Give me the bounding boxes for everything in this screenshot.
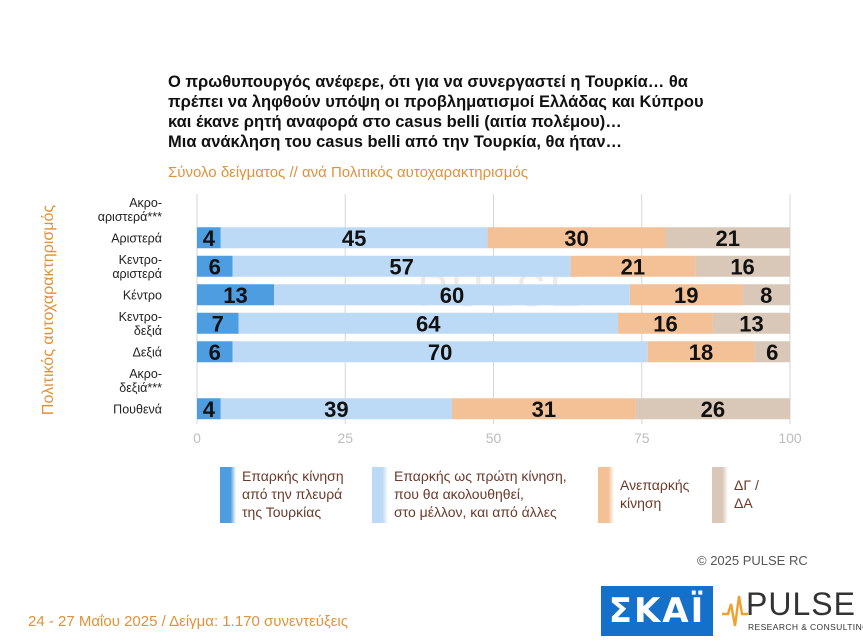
bar-segment	[712, 312, 790, 334]
data-label: 6	[766, 340, 778, 365]
title-line: πρέπει να ληφθούν υπόψη οι προβληματισμο…	[168, 93, 704, 111]
title-line: Μια ανάκληση του casus belli από την Του…	[168, 133, 622, 151]
x-tick-label: 25	[337, 430, 353, 446]
category-label: Πουθενά	[113, 402, 162, 416]
bar-segment	[629, 284, 743, 306]
bar-segment	[570, 255, 696, 277]
legend-swatch	[220, 467, 236, 523]
data-label: 13	[223, 283, 247, 308]
data-label: 6	[209, 340, 221, 365]
bar-segment	[232, 255, 571, 277]
category-label: Κεντρο-	[119, 310, 162, 324]
data-label: 13	[739, 311, 763, 336]
data-label: 64	[416, 311, 441, 336]
category-label: δεξιά	[134, 324, 162, 338]
legend-label-line: Επαρκής ως πρώτη κίνηση,	[394, 468, 567, 484]
chart-title: Ο πρωθυπουργός ανέφερε, ότι για να συνερ…	[168, 72, 808, 152]
category-label: Δεξιά	[132, 345, 162, 359]
legend-label-line: ΔΑ	[734, 495, 753, 511]
category-label: δεξιά***	[119, 381, 162, 395]
bar-segment	[197, 398, 221, 420]
x-tick-label: 50	[486, 430, 502, 446]
legend-label-line: που θα ακολουθηθεί,	[394, 486, 524, 502]
bar-segment	[635, 398, 790, 420]
data-label: 4	[203, 226, 216, 251]
legend-label-line: της Τουρκίας	[242, 504, 322, 520]
bar-segment	[618, 312, 713, 334]
data-label: 57	[389, 254, 413, 279]
data-label: 21	[715, 226, 739, 251]
legend-swatch	[598, 467, 614, 523]
bar-segment	[197, 312, 239, 334]
legend-label-line: Ανεπαρκής	[620, 477, 690, 493]
bar-segment	[742, 284, 790, 306]
bar-segment	[197, 227, 221, 249]
legend-item-first-step: Επαρκής ως πρώτη κίνηση, που θα ακολουθη…	[372, 467, 567, 523]
category-label: Κεντρο-	[119, 253, 162, 267]
category-label: Ακρο-	[129, 196, 162, 210]
data-label: 7	[212, 311, 224, 336]
category-label: Κέντρο	[123, 288, 162, 302]
bar-segment	[238, 312, 619, 334]
legend-item-dk-na: ΔΓ / ΔΑ	[712, 467, 759, 523]
category-label: αριστερά***	[98, 210, 162, 224]
title-line: και έκανε ρητή αναφορά στο casus belli (…	[168, 113, 622, 131]
bar-segment	[197, 255, 233, 277]
legend-swatch	[372, 467, 388, 523]
bar-segment	[665, 227, 790, 249]
x-tick-label: 0	[193, 430, 201, 446]
bar-segment	[274, 284, 630, 306]
data-label: 16	[653, 311, 677, 336]
data-label: 31	[532, 397, 556, 422]
data-label: 4	[203, 397, 216, 422]
category-label: αριστερά	[112, 267, 162, 281]
legend-label-line: στο μέλλον, και από άλλες	[394, 504, 557, 520]
data-label: 18	[689, 340, 713, 365]
skai-logo: ΣΚΑΪ	[601, 586, 713, 636]
bar-segment	[197, 341, 233, 363]
x-tick-label: 75	[634, 430, 650, 446]
fieldwork-info: 24 - 27 Μαΐου 2025 / Δείγμα: 1.170 συνεν…	[28, 613, 348, 630]
data-label: 70	[428, 340, 452, 365]
bar-segment	[232, 341, 648, 363]
data-label: 21	[621, 254, 645, 279]
legend-item-turkey-sufficient: Επαρκής κίνηση από την πλευρά της Τουρκί…	[220, 467, 344, 523]
bar-segment	[487, 227, 666, 249]
bar-segment	[197, 284, 275, 306]
legend-item-insufficient: Ανεπαρκής κίνηση	[598, 467, 689, 523]
pulse-logo-word: PULSE	[746, 586, 856, 622]
copyright-text: © 2025 PULSE RC	[697, 553, 808, 568]
bar-segment	[647, 341, 755, 363]
pulse-wave-icon	[722, 595, 748, 627]
legend-label-line: από την πλευρά	[242, 486, 343, 502]
data-label: 30	[564, 226, 588, 251]
data-label: 16	[730, 254, 754, 279]
chart-subtitle: Σύνολο δείγματος // ανά Πολιτικός αυτοχα…	[168, 164, 528, 181]
bar-segment	[220, 398, 452, 420]
title-line: Ο πρωθυπουργός ανέφερε, ότι για να συνερ…	[168, 73, 688, 91]
data-label: 45	[342, 226, 366, 251]
category-label: Ακρο-	[129, 367, 162, 381]
data-label: 6	[209, 254, 221, 279]
bar-segment	[754, 341, 790, 363]
category-label: Αριστερά	[111, 231, 162, 245]
bar-segment	[451, 398, 636, 420]
data-label: 26	[701, 397, 725, 422]
x-tick-label: 100	[778, 430, 802, 446]
bar-segment	[220, 227, 488, 249]
data-label: 8	[760, 283, 772, 308]
legend-label-line: ΔΓ /	[734, 477, 759, 493]
pulse-logo-subtitle: RESEARCH & CONSULTING	[748, 622, 863, 632]
data-label: 39	[324, 397, 348, 422]
data-label: 19	[674, 283, 698, 308]
legend-label-line: κίνηση	[620, 495, 662, 511]
legend-swatch	[712, 467, 728, 523]
pulse-logo: PULSE RESEARCH & CONSULTING	[722, 584, 863, 638]
bar-segment	[695, 255, 790, 277]
legend-label-line: Επαρκής κίνηση	[242, 468, 344, 484]
data-label: 60	[440, 283, 464, 308]
